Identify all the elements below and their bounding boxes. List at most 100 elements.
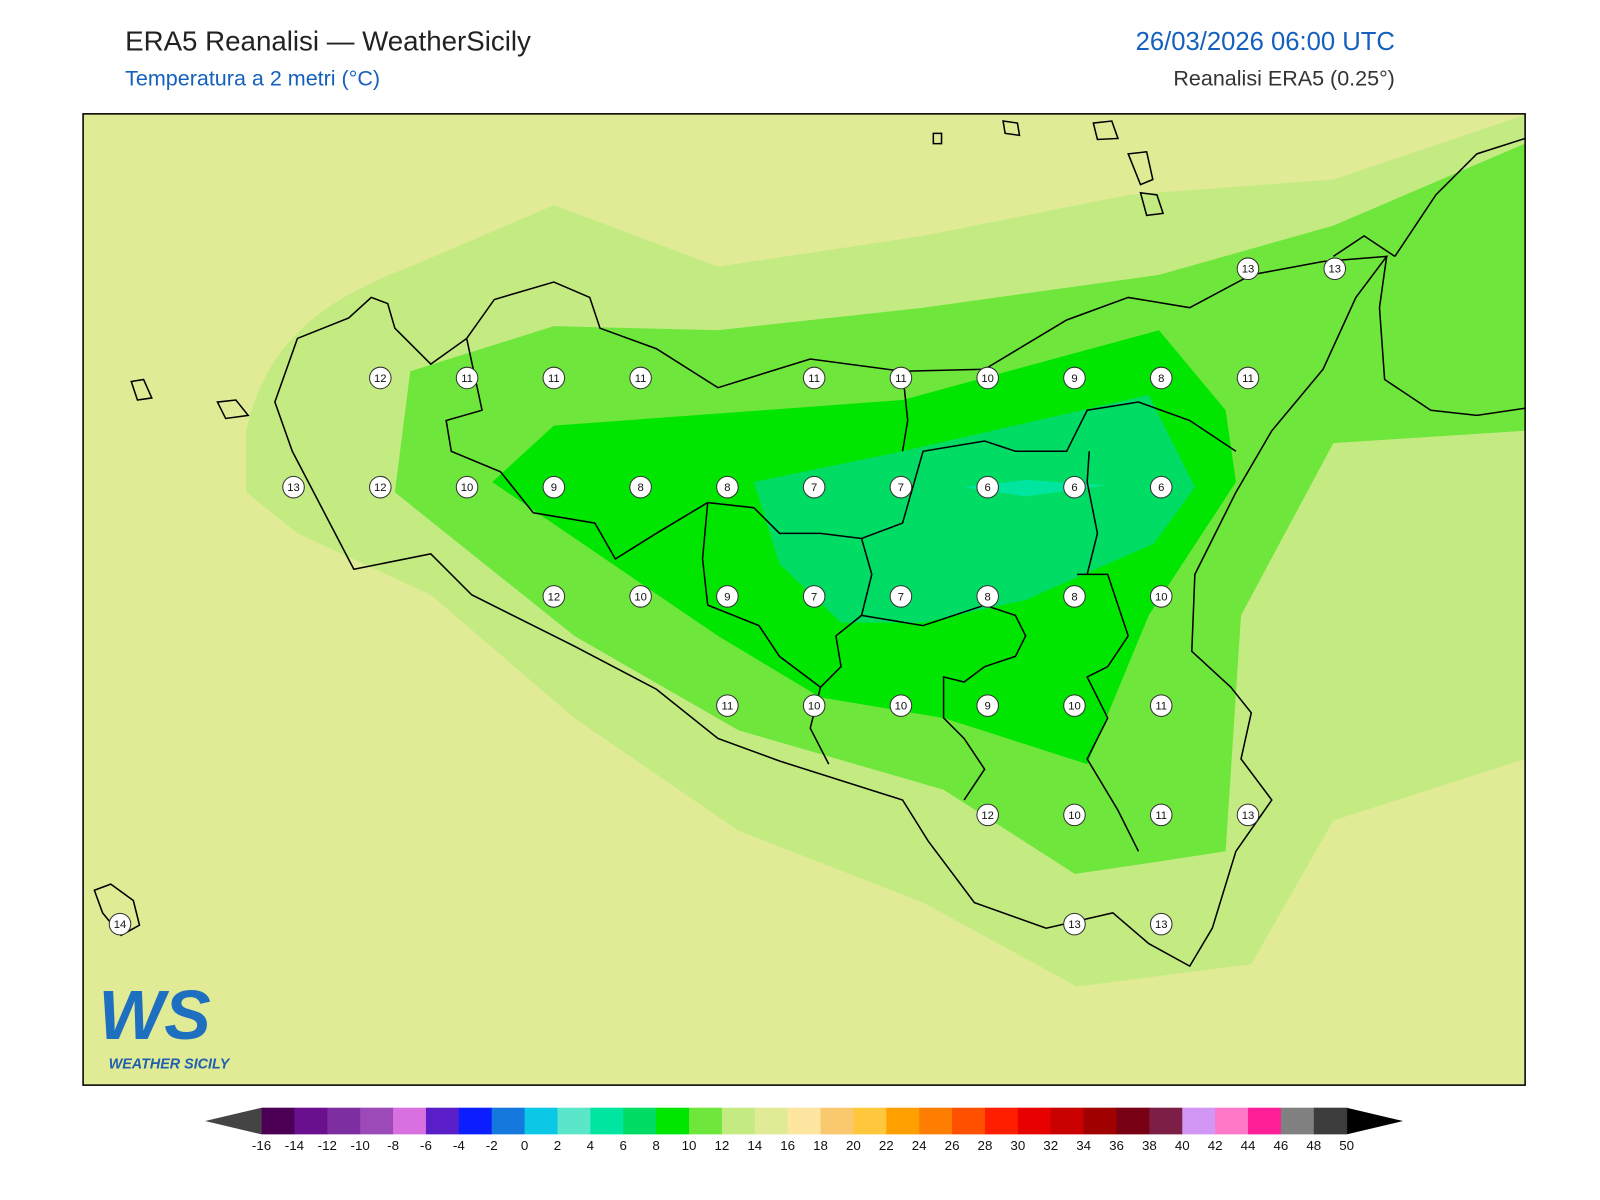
station-marker <box>889 585 913 608</box>
station-marker <box>1149 694 1173 717</box>
station-marker <box>716 585 739 608</box>
station-marker <box>629 475 652 499</box>
colorbar-segment <box>491 1107 526 1135</box>
map-frame <box>82 113 1526 1086</box>
colorbar-tick-label: 28 <box>978 1138 993 1153</box>
colorbar-segment <box>261 1107 295 1135</box>
station-value: 11 <box>1155 701 1167 713</box>
logo: WS WEATHER SICILY <box>98 976 230 1072</box>
colorbar-segment <box>1182 1107 1216 1135</box>
station-value: 13 <box>1155 919 1168 931</box>
station-value: 6 <box>985 482 991 494</box>
colorbar-tick-label: 8 <box>652 1138 659 1153</box>
station-value: 9 <box>985 701 991 713</box>
station-marker <box>1149 912 1173 936</box>
colorbar-segment <box>623 1107 657 1135</box>
station-value: 8 <box>1158 373 1164 385</box>
logo-mark: WS <box>98 976 210 1054</box>
colorbar-tick-label: -2 <box>486 1138 498 1153</box>
station-value: 12 <box>548 591 561 603</box>
station-value: 11 <box>461 373 473 385</box>
colorbar-tick-label: 14 <box>747 1138 762 1153</box>
station-marker <box>802 585 826 608</box>
station-marker <box>369 475 392 499</box>
colorbar-segment <box>1280 1107 1315 1135</box>
colorbar-tick-label: -16 <box>252 1138 271 1153</box>
source: Reanalisi ERA5 (0.25°) <box>1173 67 1394 91</box>
station-value: 10 <box>1068 701 1081 713</box>
colorbar-segment <box>294 1107 328 1135</box>
station-marker <box>629 585 652 608</box>
station-marker <box>1323 257 1347 280</box>
colorbar-segment <box>425 1107 460 1135</box>
station-value: 10 <box>895 701 908 713</box>
station-marker <box>716 694 739 717</box>
colorbar-tick-label: -14 <box>285 1138 305 1153</box>
colorbar-segment <box>886 1107 920 1135</box>
colorbar-tick-label: 10 <box>682 1138 697 1153</box>
station-value: 10 <box>461 482 474 494</box>
station-value: 12 <box>981 810 994 822</box>
colorbar-tick-label: 34 <box>1076 1138 1091 1153</box>
station-value: 7 <box>898 482 904 494</box>
logo-name: WEATHER SICILY <box>109 1056 231 1072</box>
colorbar-segment <box>984 1107 1019 1135</box>
colorbar-segment <box>524 1107 558 1135</box>
colorbar-tick-label: 46 <box>1273 1138 1288 1153</box>
colorbar-segment <box>689 1107 723 1135</box>
colorbar-tick-label: 38 <box>1142 1138 1157 1153</box>
station-marker <box>889 694 913 717</box>
colorbar-tick-label: 42 <box>1208 1138 1223 1153</box>
station-value: 9 <box>724 591 730 603</box>
station-value: 11 <box>722 701 734 713</box>
colorbar-segment <box>590 1107 624 1135</box>
station-value: 12 <box>374 373 387 385</box>
colorbar-segment <box>1149 1107 1183 1135</box>
station-marker <box>1063 475 1086 499</box>
colorbar-segment <box>458 1107 493 1135</box>
station-value: 14 <box>114 919 127 931</box>
colorbar-tick-label: 50 <box>1339 1138 1354 1153</box>
colorbar-tick-label: 6 <box>620 1138 627 1153</box>
coastlines <box>93 120 1526 968</box>
colorbar-segment <box>1248 1107 1282 1135</box>
colorbar-segment <box>557 1107 591 1135</box>
station-value: 11 <box>635 373 647 385</box>
colorbar-tick-label: -6 <box>420 1138 432 1153</box>
station-marker <box>889 475 913 499</box>
station-value: 6 <box>1071 482 1077 494</box>
station-marker <box>629 366 652 390</box>
station-value: 8 <box>724 482 730 494</box>
stations: 13 13 12 11 11 11 11 11 10 9 8 11 13 12 10 9 8 8 7 7 6 6 6 12 10… <box>108 257 1347 936</box>
colorbar-under <box>205 1107 262 1135</box>
station-marker <box>889 366 913 390</box>
station-marker <box>976 694 999 717</box>
colorbar-segment <box>327 1107 361 1135</box>
colorbar-segment <box>1017 1107 1052 1135</box>
datetime: 26/03/2026 06:00 UTC <box>1136 28 1395 56</box>
colorbar-segment <box>952 1107 986 1135</box>
station-marker <box>802 366 826 390</box>
colorbar-tick-label: 26 <box>945 1138 960 1153</box>
station-marker <box>976 475 999 499</box>
station-marker <box>1063 803 1086 827</box>
colorbar-segment <box>919 1107 953 1135</box>
colorbar: -16 -14 -12 -10 -8 -6 -4 -2 0 2 4 6 8 10 12 14 16 18 20 22 2… <box>205 1107 1404 1153</box>
colorbar-tick-label: 16 <box>780 1138 795 1153</box>
colorbar-segment <box>1050 1107 1085 1135</box>
station-value: 13 <box>1329 264 1342 276</box>
station-value: 9 <box>1071 373 1077 385</box>
station-marker <box>542 585 566 608</box>
colorbar-tick-label: 12 <box>714 1138 729 1153</box>
station-value: 11 <box>1155 810 1167 822</box>
station-value: 7 <box>811 591 817 603</box>
station-marker <box>455 475 479 499</box>
colorbar-tick-label: -8 <box>387 1138 399 1153</box>
station-value: 9 <box>551 482 557 494</box>
station-marker <box>1063 366 1086 390</box>
station-marker <box>1063 694 1086 717</box>
colorbar-tick-label: 22 <box>879 1138 894 1153</box>
station-marker <box>455 366 479 390</box>
colorbar-tick-label: 2 <box>554 1138 561 1153</box>
